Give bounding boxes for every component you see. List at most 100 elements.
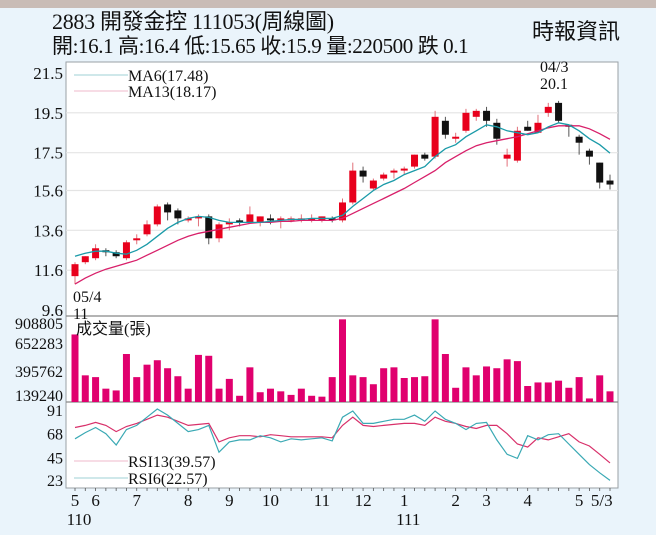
candle-body	[246, 214, 254, 223]
volume-bar	[174, 376, 182, 402]
volume-axis-ticks: 908805 652283 395762 139240	[15, 316, 63, 405]
candle-up	[411, 154, 419, 169]
volume-bar	[349, 375, 357, 402]
candle-body	[328, 218, 336, 221]
candle-up	[92, 244, 100, 261]
x-month-label: 1	[400, 491, 409, 510]
candle-up	[225, 218, 233, 231]
candle-body	[256, 216, 264, 223]
high-date-label: 04/3	[540, 59, 568, 76]
volume-bar	[215, 388, 223, 402]
candle-body	[441, 120, 449, 135]
candle-body	[277, 218, 285, 221]
candle-body	[380, 174, 388, 179]
candle-body	[92, 248, 100, 259]
x-month-label: 5/3	[591, 491, 613, 510]
volume-bar	[184, 388, 192, 402]
candle-body	[575, 136, 583, 143]
candle-up	[215, 222, 223, 243]
x-month-label: 9	[225, 491, 234, 510]
candle-up	[81, 256, 89, 265]
candle-body	[513, 130, 521, 161]
candle-body	[421, 154, 429, 159]
volume-tick-label: 908805	[15, 316, 63, 333]
candle-body	[205, 216, 213, 239]
candle-body	[143, 224, 151, 235]
rsi13-line	[74, 414, 611, 464]
volume-bar	[472, 375, 480, 402]
candle-up	[369, 178, 377, 191]
candle-down	[205, 214, 213, 245]
candle-down	[524, 120, 532, 131]
candle-body	[534, 122, 542, 133]
candle-body	[122, 242, 130, 259]
candle-body	[431, 116, 439, 157]
volume-bar	[236, 395, 244, 402]
volume-tick-label: 652283	[15, 336, 63, 353]
candle-up	[544, 102, 552, 117]
price-tick-label: 19.5	[33, 104, 63, 123]
volume-bar	[194, 354, 202, 402]
candle-up	[153, 204, 161, 227]
volume-bar	[266, 388, 274, 402]
candle-up	[462, 108, 470, 133]
rsi6-line	[74, 408, 611, 481]
volume-bar	[544, 382, 552, 402]
volume-bar	[431, 319, 439, 402]
volume-bar	[411, 377, 419, 402]
volume-bar	[256, 392, 264, 402]
candle-body	[164, 204, 172, 213]
price-tick-label: 17.5	[33, 144, 63, 163]
candle-up	[472, 108, 480, 121]
candle-body	[308, 218, 316, 221]
volume-bar	[369, 384, 377, 402]
volume-bar	[596, 375, 604, 402]
candle-body	[225, 222, 233, 225]
volume-bar	[164, 368, 172, 402]
candle-body	[81, 256, 89, 263]
volume-bar	[462, 367, 470, 402]
volume-bar	[483, 366, 491, 402]
candle-body	[544, 106, 552, 113]
candle-body	[349, 170, 357, 203]
rsi-tick-label: 91	[47, 403, 63, 420]
candle-body	[112, 252, 120, 257]
candle-body	[452, 136, 460, 139]
candle-up	[143, 220, 151, 237]
x-month-label: 4	[523, 491, 532, 510]
volume-panel-title: 成交量(張)	[76, 320, 151, 338]
volume-bar	[390, 367, 398, 402]
high-value-label: 20.1	[540, 76, 568, 93]
candle-body	[174, 210, 182, 219]
candle-body	[585, 150, 593, 157]
volume-bar	[575, 377, 583, 402]
rsi-legend: RSI13(39.57) RSI6(22.57)	[74, 454, 216, 488]
price-tick-label: 9.6	[42, 301, 63, 320]
candle-body	[390, 170, 398, 173]
rsi-tick-label: 68	[47, 427, 63, 444]
candle-down	[112, 250, 120, 259]
x-month-label: 11	[314, 491, 330, 510]
volume-bar	[143, 364, 151, 402]
candle-up	[246, 206, 254, 223]
candle-body	[266, 218, 274, 221]
volume-bar	[513, 361, 521, 402]
candle-down	[555, 100, 563, 123]
volume-bars	[71, 319, 614, 402]
x-month-label: 7	[132, 491, 141, 510]
volume-bar	[555, 380, 563, 402]
volume-bar	[339, 319, 346, 402]
chart-title: 2883 開發金控 111053(周線圖)	[52, 9, 334, 34]
volume-bar	[153, 360, 161, 402]
candle-down	[359, 166, 367, 183]
candle-down	[328, 216, 336, 223]
candle-body	[503, 154, 511, 159]
volume-bar	[308, 395, 316, 402]
high-annotation: 04/3 20.1	[540, 59, 568, 93]
volume-bar	[71, 334, 79, 402]
candlestick-series	[71, 100, 614, 285]
rsi6-legend-label: RSI6(22.57)	[128, 471, 208, 488]
candle-up	[277, 216, 285, 229]
x-month-label: 5	[575, 491, 584, 510]
volume-bar	[400, 378, 408, 402]
